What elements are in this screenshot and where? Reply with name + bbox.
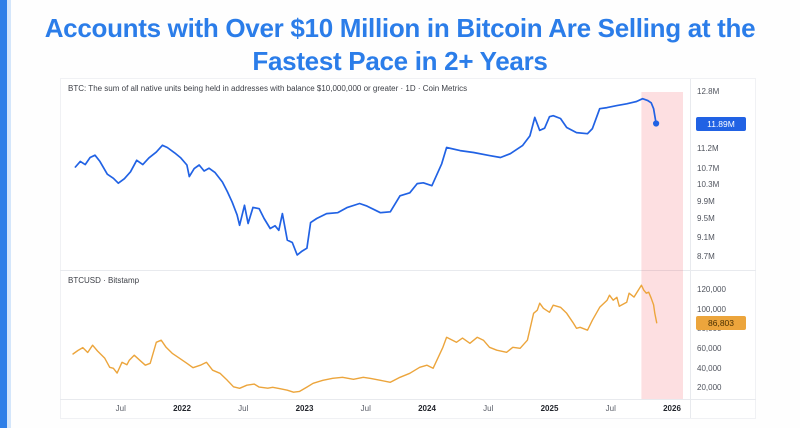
x-axis-line (60, 399, 756, 400)
x-tick-label: 2024 (418, 404, 436, 413)
x-tick-label: 2023 (295, 404, 314, 413)
y-tick-label-btc-supply-10m-plus-addresses: 9.1M (697, 232, 715, 242)
y-tick-label-btcusd-bitstamp: 20,000 (697, 383, 722, 393)
series-line-btcusd-bitstamp (72, 284, 658, 393)
y-tick-label-btc-supply-10m-plus-addresses: 11.2M (697, 144, 719, 154)
y-tick-label-btcusd-bitstamp: 40,000 (697, 363, 722, 373)
y-tick-label-btc-supply-10m-plus-addresses: 9.5M (697, 214, 715, 224)
x-tick-label: 2022 (173, 404, 191, 413)
y-tick-label-btcusd-bitstamp: 60,000 (697, 344, 722, 354)
page-title-line2: Fastest Pace in 2+ Years (252, 46, 548, 76)
left-accent-bar-light (7, 0, 11, 428)
highlight-region-recent-selloff (641, 92, 683, 399)
y-tick-label-btcusd-bitstamp: 100,000 (697, 304, 726, 314)
last-value-badge-supply: 11.89M (696, 116, 746, 131)
series-line-btc-supply-10m-plus-addresses (74, 97, 657, 256)
y-tick-label-btc-supply-10m-plus-addresses: 8.7M (697, 252, 715, 261)
last-value-badge-price: 86,803 (696, 315, 746, 330)
chart-card (60, 78, 756, 419)
y-tick-label-btc-supply-10m-plus-addresses: 12.8M (697, 87, 720, 96)
pane-title-price: BTCUSD · Bitstamp (68, 276, 140, 285)
y-axis-line (690, 79, 691, 418)
pane-title-supply: BTC: The sum of all native units being h… (68, 84, 468, 93)
left-accent-bar (0, 0, 7, 428)
page-title-line1: Accounts with Over $10 Million in Bitcoi… (44, 13, 756, 43)
series-end-dot-btc-supply-10m-plus-addresses (653, 120, 660, 127)
y-tick-label-btcusd-bitstamp: 120,000 (697, 285, 726, 295)
x-tick-label: Jul (238, 404, 249, 413)
y-tick-label-btc-supply-10m-plus-addresses: 10.7M (697, 163, 720, 173)
x-tick-label: Jul (483, 404, 494, 413)
page-title: Accounts with Over $10 Million in Bitcoi… (24, 12, 776, 78)
x-tick-label: 2025 (540, 404, 559, 413)
panel-divider-line (60, 270, 756, 271)
x-tick-label: 2026 (663, 404, 681, 413)
y-tick-label-btc-supply-10m-plus-addresses: 10.3M (697, 179, 720, 189)
x-tick-label: Jul (360, 404, 371, 413)
x-tick-label: Jul (115, 404, 126, 413)
y-tick-label-btc-supply-10m-plus-addresses: 9.9M (697, 196, 715, 206)
x-tick-label: Jul (605, 404, 616, 413)
